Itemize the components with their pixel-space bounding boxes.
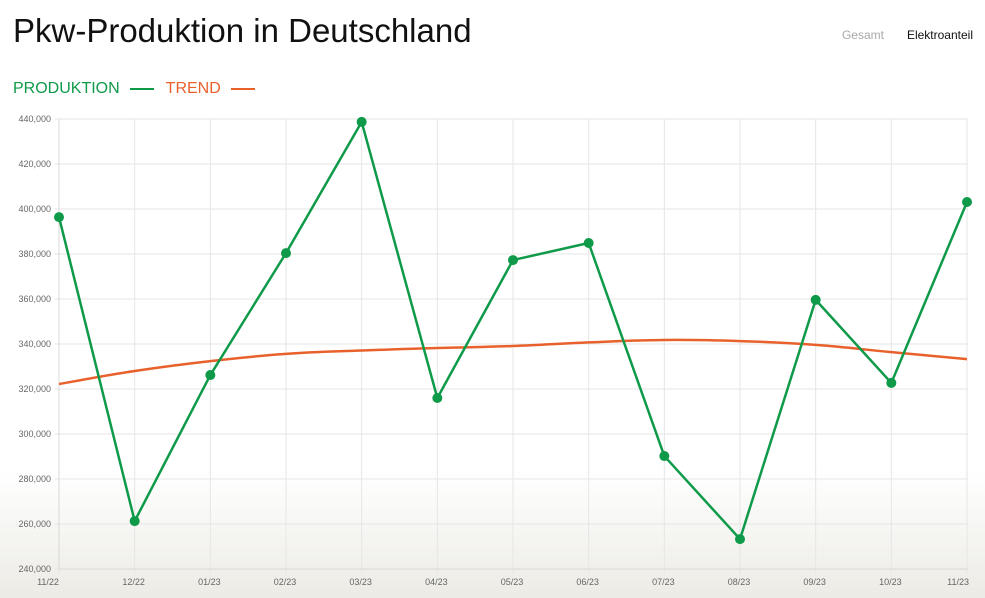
chart-legend: PRODUKTION TREND bbox=[13, 80, 267, 98]
x-tick-label: 08/23 bbox=[728, 577, 751, 587]
data-point-produktion bbox=[54, 212, 64, 223]
y-tick-label: 400,000 bbox=[18, 204, 51, 214]
legend-item-produktion[interactable]: PRODUKTION bbox=[13, 80, 154, 98]
y-tick-label: 240,000 bbox=[18, 564, 51, 574]
grid-lines bbox=[55, 118, 968, 574]
y-tick-label: 280,000 bbox=[18, 474, 51, 484]
x-tick-label: 02/23 bbox=[274, 577, 297, 587]
data-point-produktion bbox=[735, 534, 745, 545]
data-point-produktion bbox=[281, 248, 291, 259]
y-tick-label: 420,000 bbox=[18, 159, 51, 169]
x-tick-label: 10/23 bbox=[879, 577, 902, 587]
legend-swatch-produktion bbox=[129, 88, 154, 90]
x-tick-label: 09/23 bbox=[803, 577, 826, 587]
data-point-produktion bbox=[205, 370, 216, 381]
x-tick-label: 11/23 bbox=[947, 577, 969, 587]
page-title: Pkw-Produktion in Deutschland bbox=[13, 12, 472, 49]
y-tick-label: 320,000 bbox=[18, 384, 51, 394]
series-line-trend bbox=[58, 338, 968, 386]
legend-label-trend: TREND bbox=[165, 80, 221, 97]
x-tick-label: 01/23 bbox=[198, 577, 221, 587]
x-tick-label: 04/23 bbox=[425, 577, 448, 587]
legend-swatch-trend bbox=[230, 88, 255, 90]
tab-gesamt[interactable]: Gesamt bbox=[841, 28, 884, 42]
data-point-produktion bbox=[962, 197, 972, 208]
data-point-produktion bbox=[659, 451, 670, 462]
y-tick-label: 300,000 bbox=[18, 429, 51, 439]
y-axis-ticks: 440,000 420,000 400,000 380,000 360,000 340,0… bbox=[18, 114, 51, 574]
data-point-produktion bbox=[356, 116, 367, 127]
data-point-produktion bbox=[886, 377, 897, 388]
y-tick-label: 380,000 bbox=[18, 249, 51, 259]
x-tick-label: 07/23 bbox=[652, 577, 675, 587]
legend-label-produktion: PRODUKTION bbox=[13, 80, 120, 97]
y-tick-label: 360,000 bbox=[18, 294, 51, 304]
x-tick-label: 12/22 bbox=[122, 577, 145, 587]
x-tick-label: 11/22 bbox=[37, 577, 59, 587]
x-tick-label: 06/23 bbox=[576, 577, 599, 587]
y-tick-label: 440,000 bbox=[18, 114, 51, 124]
data-point-produktion bbox=[810, 294, 821, 305]
data-point-produktion bbox=[583, 237, 594, 248]
tab-elektroanteil[interactable]: Elektroanteil bbox=[906, 28, 973, 42]
y-tick-label: 260,000 bbox=[18, 519, 51, 529]
data-point-produktion bbox=[129, 516, 140, 527]
x-tick-label: 05/23 bbox=[501, 577, 524, 587]
data-point-produktion bbox=[432, 393, 443, 403]
x-axis-ticks: 11/22 12/22 01/23 02/23 03/23 04/23 05/23 06/23… bbox=[37, 577, 969, 587]
y-tick-label: 340,000 bbox=[18, 339, 51, 349]
data-point-produktion bbox=[508, 255, 518, 266]
view-tabs: Gesamt Elektroanteil bbox=[842, 28, 973, 42]
legend-item-trend[interactable]: TREND bbox=[166, 80, 255, 98]
x-tick-label: 03/23 bbox=[349, 577, 372, 587]
series-markers bbox=[54, 116, 972, 545]
